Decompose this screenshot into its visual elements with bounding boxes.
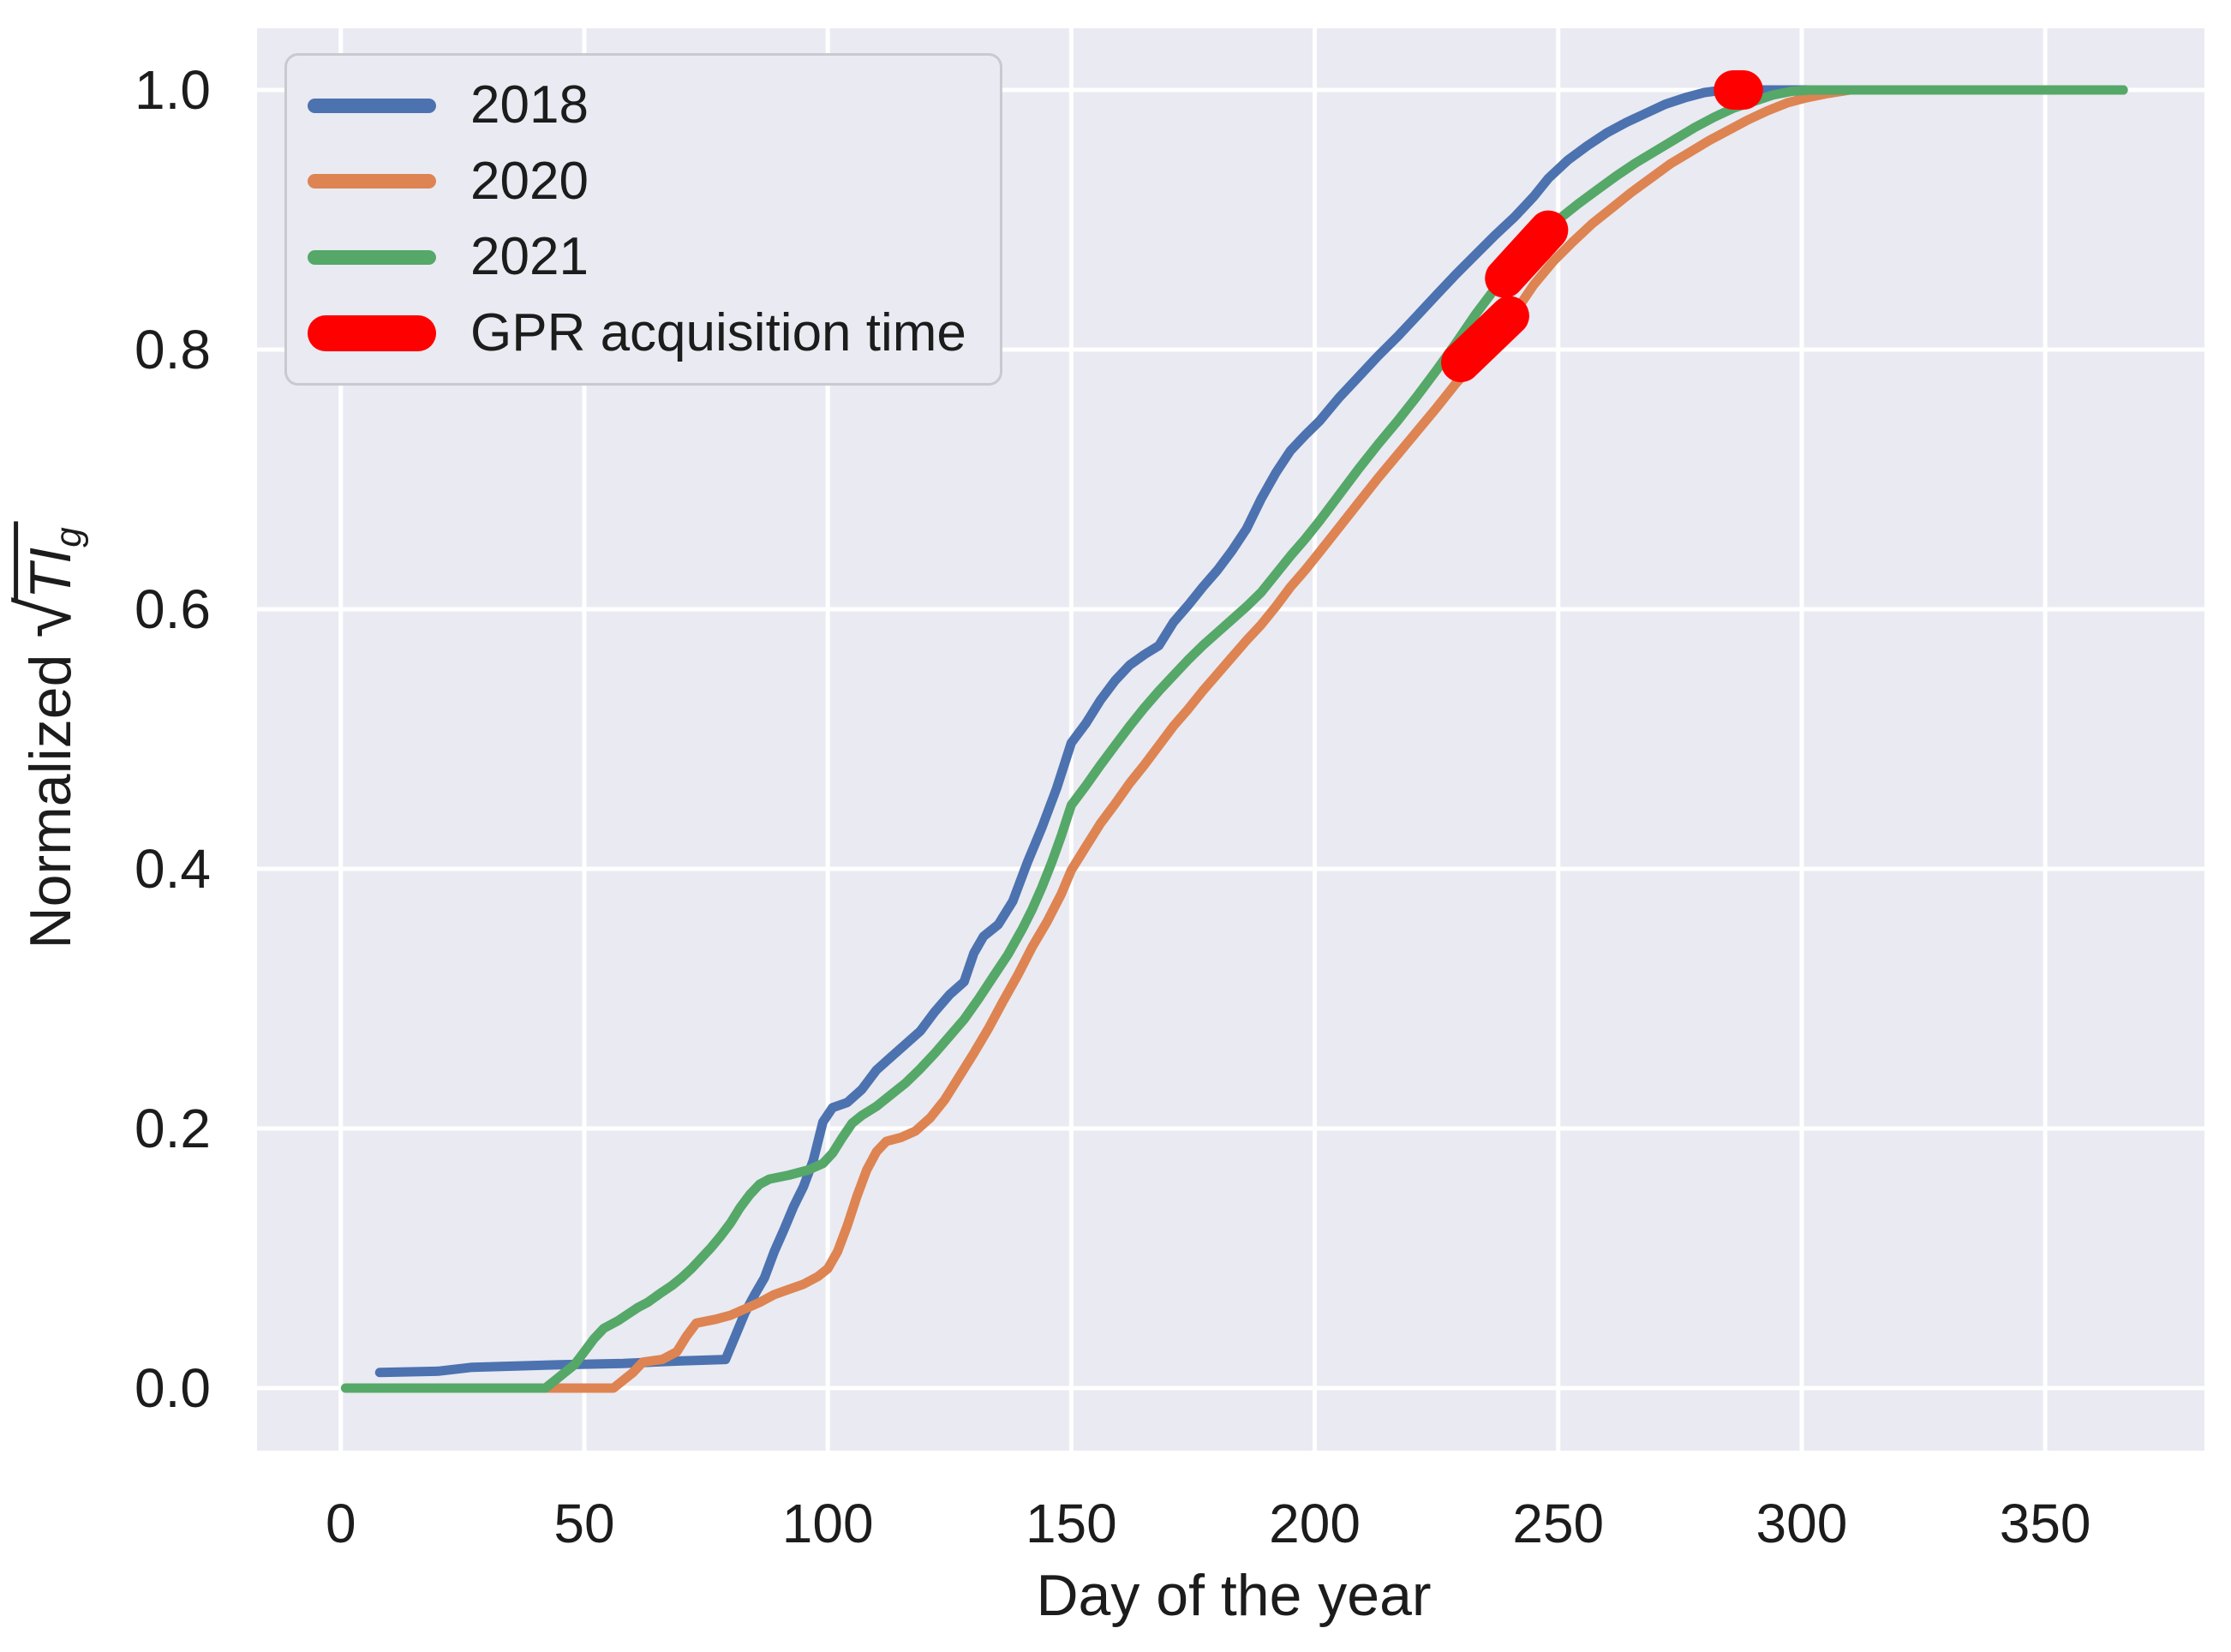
y-tick-label-0.2: 0.2	[135, 1098, 211, 1159]
x-tick-label-150: 150	[1026, 1493, 1117, 1554]
y-axis-label: Normalized √TIg	[3, 521, 89, 949]
x-tick-label-200: 200	[1269, 1493, 1361, 1554]
legend-item-2020: 2020	[308, 151, 979, 211]
y-axis-label-subscript: g	[47, 527, 88, 548]
gpr-markers	[1441, 69, 1763, 383]
x-tick-label-50: 50	[553, 1493, 614, 1554]
sqrt-radicand: TIg	[14, 521, 88, 602]
y-tick-label-0.0: 0.0	[135, 1357, 211, 1419]
legend-label: GPR acquisition time	[470, 302, 966, 362]
legend-item-2018: 2018	[308, 79, 979, 132]
gpr-marker-segment-0	[1441, 296, 1529, 383]
legend-box: 2018 2020 2021 GPR acquisition time	[284, 53, 1002, 386]
legend-swatch-icon	[308, 174, 436, 189]
y-axis-label-variable: TI	[18, 547, 84, 600]
series-line-2018	[374, 85, 2128, 1378]
x-axis-tick-labels: 0 50 100 150 200 250 300 350	[326, 1493, 2091, 1554]
x-tick-label-350: 350	[2000, 1493, 2091, 1554]
legend-swatch-icon	[308, 249, 436, 265]
x-tick-label-0: 0	[326, 1493, 356, 1554]
legend-item-2021: 2021	[308, 230, 979, 284]
legend-label: 2020	[470, 151, 589, 211]
legend-label: 2018	[470, 75, 589, 135]
x-axis-label: Day of the year	[1036, 1563, 1432, 1628]
legend-swatch-icon	[308, 98, 436, 113]
legend-item-gpr-acquisition-time: GPR acquisition time	[308, 302, 979, 362]
legend-swatch-icon	[308, 314, 436, 351]
x-tick-label-250: 250	[1512, 1493, 1604, 1554]
sqrt-radical-symbol: √	[3, 601, 87, 638]
legend-label: 2021	[470, 227, 589, 287]
y-tick-label-0.6: 0.6	[135, 578, 211, 640]
y-axis-tick-labels: 0.0 0.2 0.4 0.6 0.8 1.0	[135, 59, 211, 1419]
y-tick-label-0.8: 0.8	[135, 319, 211, 380]
y-tick-label-1.0: 1.0	[135, 59, 211, 121]
x-tick-label-100: 100	[782, 1493, 874, 1554]
x-tick-label-300: 300	[1756, 1493, 1848, 1554]
y-axis-label-prefix: Normalized	[18, 637, 84, 949]
y-tick-label-0.4: 0.4	[135, 838, 211, 900]
gpr-marker-segment-1	[1485, 210, 1569, 298]
series-line-2020	[541, 85, 2128, 1393]
